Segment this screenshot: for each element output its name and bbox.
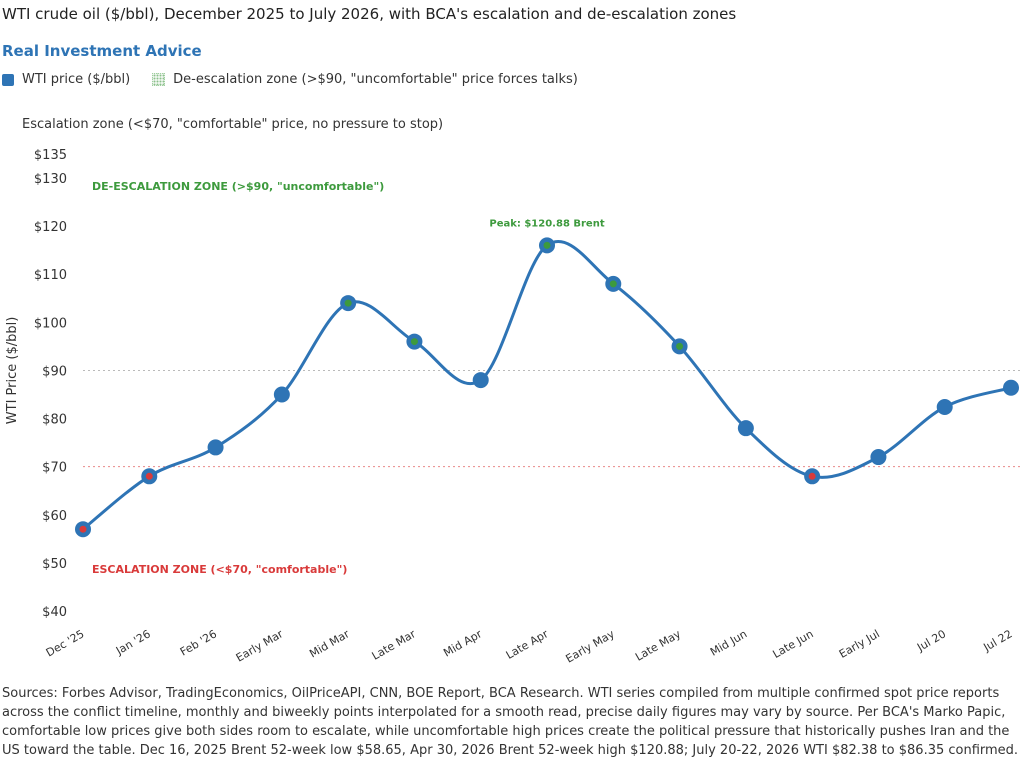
y-tick-label: $80 [42,413,67,428]
sources-note: Sources: Forbes Advisor, TradingEconomic… [2,686,1019,758]
y-tick-label: $100 [34,316,67,331]
peak-annotation: Peak: $120.88 Brent [489,218,604,229]
x-tick-label: Late Jun [770,627,815,661]
x-tick-label: Late Mar [370,627,419,663]
data-point [737,420,754,437]
brand-name: Real Investment Advice [2,42,202,60]
deescalation-point-marker [609,280,617,288]
x-tick-label: Early Jul [837,627,882,661]
y-tick-label: $40 [42,605,67,620]
y-tick-label: $110 [34,268,67,283]
wti-series-line [82,240,1012,531]
x-tick-label: Jan '26 [113,627,153,658]
data-point [472,372,489,389]
y-tick-label: $130 [34,172,67,187]
y-axis-label: WTI Price ($/bbl) [5,317,20,425]
legend-wti-swatch [2,73,14,86]
y-tick-label: $120 [34,220,67,235]
data-point [870,449,887,466]
deescalation-point-marker [344,299,352,307]
x-tick-label: Jul 22 [980,627,1014,654]
x-tick-label: Mid Jun [708,627,749,658]
wti-line-chart: $40 $50 $60 $70 $80 $90 $100 $110 $120 $130 $135 W… [5,148,1020,666]
y-tick-label: $90 [42,364,67,379]
deescalation-point-marker [543,241,551,249]
escalation-point-marker [808,472,816,480]
y-tick-label: $60 [42,509,67,524]
x-tick-label: Early May [563,627,617,666]
data-point [1003,379,1019,396]
y-tick-label: $135 [34,148,67,163]
data-point [273,386,290,403]
deescalation-point-marker [676,342,684,350]
x-tick-label: Mid Apr [441,627,484,660]
deescalation-point-marker [410,338,418,346]
y-tick-label: $70 [42,461,67,476]
legend-wti-label: WTI price ($/bbl) [22,72,131,87]
x-axis-ticks: Dec '25 Jan '26 Feb '26 Early Mar Mid Mar Lat… [44,627,1015,666]
x-tick-label: Late Apr [504,627,551,662]
x-tick-label: Feb '26 [178,627,219,658]
deescalation-zone-annotation: DE-ESCALATION ZONE (>$90, "uncomfortable… [92,180,384,193]
escalation-point-marker [145,472,153,480]
x-tick-label: Early Mar [234,627,286,665]
y-axis-ticks: $40 $50 $60 $70 $80 $90 $100 $110 $120 $130 $135 [34,148,67,620]
chart-title: WTI crude oil ($/bbl), December 2025 to … [2,5,737,23]
x-tick-label: Jul 20 [914,627,948,654]
legend-deescalation-swatch [152,73,166,86]
data-point [207,439,224,456]
escalation-zone-annotation: ESCALATION ZONE (<$70, "comfortable") [92,563,347,576]
legend: WTI price ($/bbl) De-escalation zone (>$… [2,72,578,87]
threshold-lines [83,369,1020,468]
legend-escalation-label: Escalation zone (<$70, "comfortable" pri… [22,117,444,132]
y-tick-label: $50 [42,557,67,572]
x-tick-label: Late May [633,627,683,664]
legend-deescalation-label: De-escalation zone (>$90, "uncomfortable… [173,72,578,87]
escalation-point-marker [79,525,87,533]
data-points [75,237,1019,538]
x-tick-label: Mid Mar [307,627,352,660]
x-tick-label: Dec '25 [44,627,87,659]
data-point [936,399,953,416]
